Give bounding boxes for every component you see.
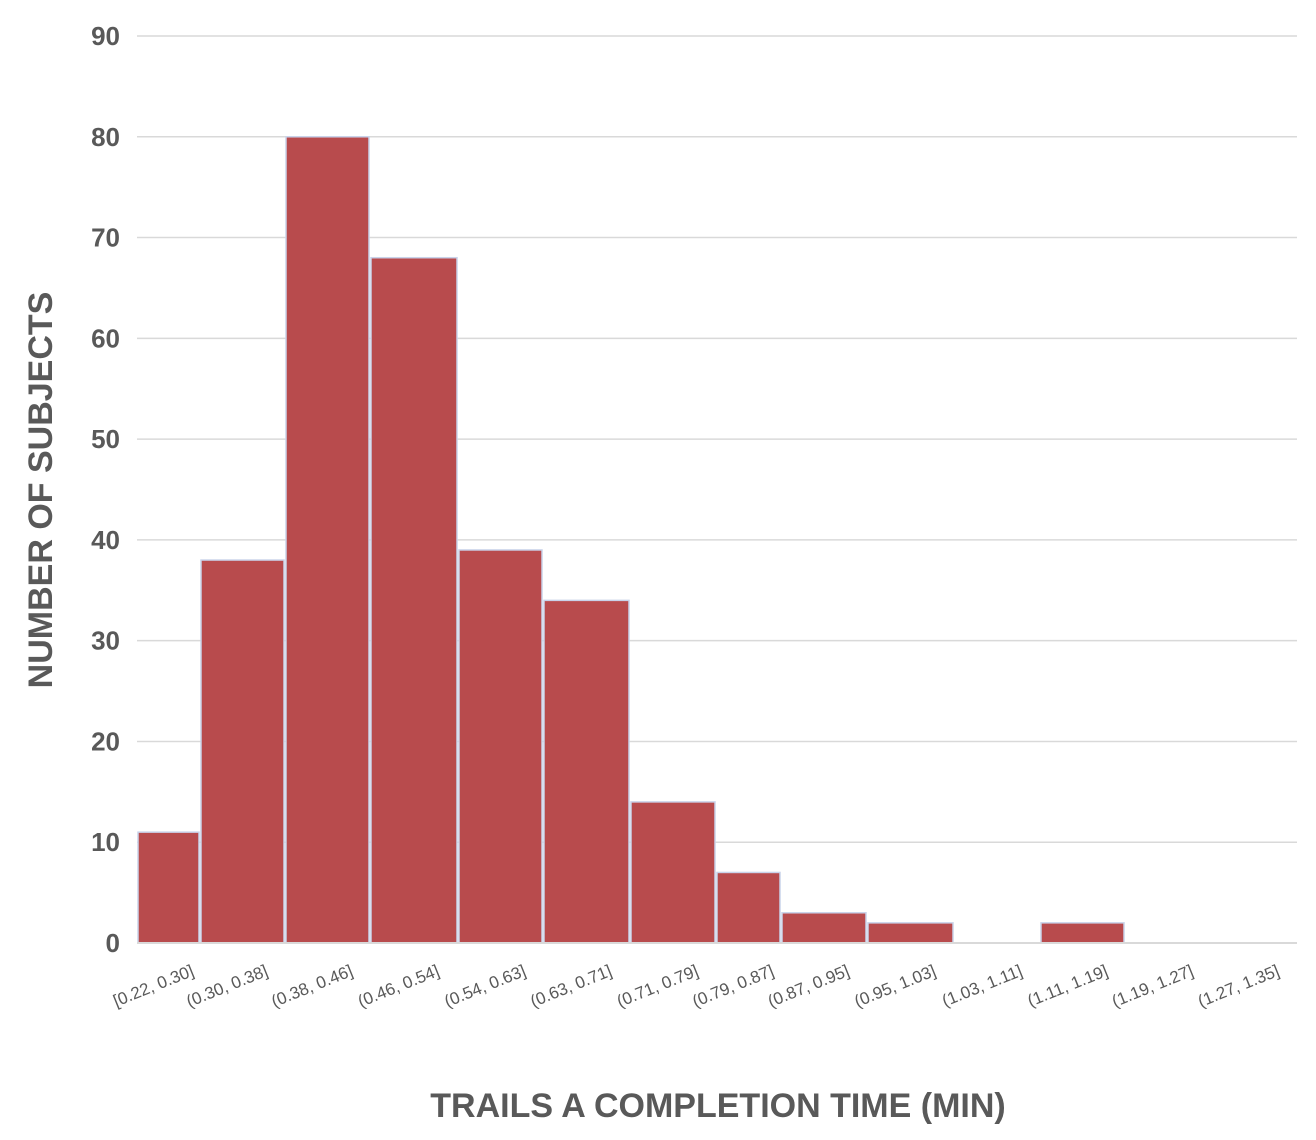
y-tick-label: 20 bbox=[91, 726, 120, 756]
x-tick-label: [0.22, 0.30] bbox=[110, 961, 196, 1010]
histogram-bar bbox=[285, 136, 370, 944]
y-axis-title: NUMBER OF SUBJECTS bbox=[22, 292, 60, 689]
histogram-bar bbox=[458, 549, 543, 944]
y-tick-label: 10 bbox=[91, 827, 120, 857]
y-tick-labels: 0 10 20 30 40 50 60 70 80 90 bbox=[91, 21, 120, 958]
y-tick-label: 60 bbox=[91, 323, 120, 353]
histogram-bar bbox=[630, 801, 716, 944]
x-tick-label: (0.71, 0.79] bbox=[614, 961, 701, 1011]
x-tick-label: (0.54, 0.63] bbox=[442, 961, 529, 1011]
y-tick-label: 50 bbox=[91, 424, 120, 454]
histogram-bar bbox=[543, 599, 630, 944]
histogram-bar bbox=[781, 912, 867, 944]
x-tick-label: (1.27, 1.35] bbox=[1195, 961, 1282, 1011]
bars bbox=[137, 136, 1125, 944]
y-tick-label: 80 bbox=[91, 122, 120, 152]
histogram-bar bbox=[137, 831, 200, 944]
x-tick-label: (0.95, 1.03] bbox=[852, 961, 939, 1011]
y-tick-label: 30 bbox=[91, 626, 120, 656]
x-tick-label: (0.79, 0.87] bbox=[690, 961, 777, 1011]
x-tick-label: (1.03, 1.11] bbox=[939, 961, 1025, 1010]
x-tick-label: (1.11, 1.19] bbox=[1025, 961, 1111, 1010]
x-tick-labels: [0.22, 0.30](0.30, 0.38](0.38, 0.46] (0.4… bbox=[110, 961, 1282, 1011]
x-tick-label: (0.38, 0.46] bbox=[269, 961, 356, 1011]
histogram-bar bbox=[867, 922, 954, 944]
histogram-bar bbox=[200, 559, 285, 944]
histogram-bar bbox=[370, 256, 458, 944]
y-tick-label: 0 bbox=[106, 928, 120, 958]
x-axis-title: TRAILS A COMPLETION TIME (MIN) bbox=[430, 1087, 1005, 1125]
x-tick-label: (0.87, 0.95] bbox=[765, 961, 852, 1011]
x-tick-label: (0.30, 0.38] bbox=[184, 961, 271, 1011]
x-tick-label: (1.19, 1.27] bbox=[1109, 961, 1196, 1011]
histogram-bar bbox=[1040, 922, 1125, 944]
histogram-bar bbox=[716, 871, 781, 944]
y-tick-label: 90 bbox=[91, 21, 120, 51]
y-tick-label: 70 bbox=[91, 223, 120, 253]
x-tick-label: (0.63, 0.71] bbox=[528, 961, 615, 1011]
y-tick-label: 40 bbox=[91, 525, 120, 555]
x-tick-label: (0.46, 0.54] bbox=[355, 961, 442, 1011]
